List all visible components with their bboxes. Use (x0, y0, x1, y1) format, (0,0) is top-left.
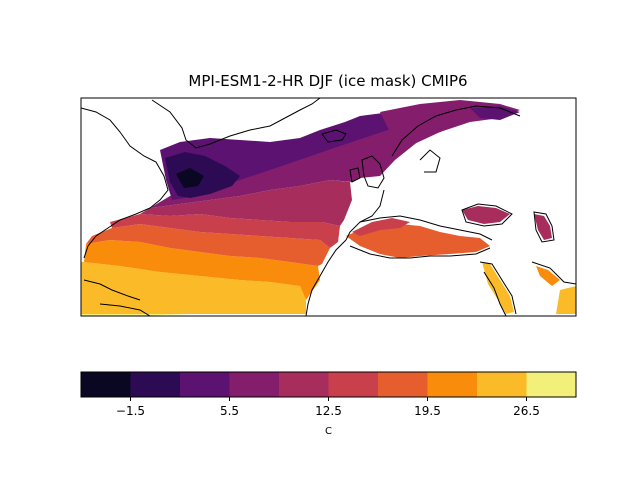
map-frame (80, 97, 577, 317)
colorbar-label: C (325, 426, 332, 437)
band-red-sea (482, 262, 514, 314)
colorbar-cell (130, 372, 181, 397)
colorbar-tick-label: −1.5 (116, 404, 145, 418)
band-m5-m1 (176, 168, 204, 188)
colorbar-cell (180, 372, 230, 397)
colorbar-cell (279, 372, 329, 397)
band-19-23 (84, 240, 320, 300)
band-arabian (556, 286, 576, 314)
colorbar-tick-label: 12.5 (315, 404, 342, 418)
colorbar-cell (477, 372, 527, 397)
colorbar-cell (229, 372, 280, 397)
colorbar-cell (81, 372, 131, 397)
band-gulf (536, 266, 560, 286)
band-23-26 (81, 262, 306, 314)
band-16-19 (86, 224, 330, 266)
colorbar-cell (526, 372, 577, 397)
coastlines (81, 98, 576, 316)
ocean-field (81, 100, 576, 316)
colorbar-cell (378, 372, 428, 397)
band-9-12 (140, 180, 352, 226)
band-barents (470, 106, 520, 120)
band-12-16 (110, 214, 340, 248)
band-med (346, 224, 490, 258)
band-black-sea (462, 206, 510, 224)
colorbar-tick-label: 26.5 (513, 404, 540, 418)
colorbar-cell (427, 372, 478, 397)
colorbar-tick-label: 19.5 (414, 404, 441, 418)
colorbar-ticks: −1.5 5.5 12.5 19.5 26.5 (116, 397, 540, 418)
colorbar-tick-label: 5.5 (220, 404, 239, 418)
map-title: MPI-ESM1-2-HR DJF (ice mask) CMIP6 (188, 72, 468, 90)
band-caspian (534, 214, 552, 240)
colorbar-cell (328, 372, 379, 397)
colorbar-cells (81, 372, 577, 397)
band-med-west (352, 218, 410, 236)
